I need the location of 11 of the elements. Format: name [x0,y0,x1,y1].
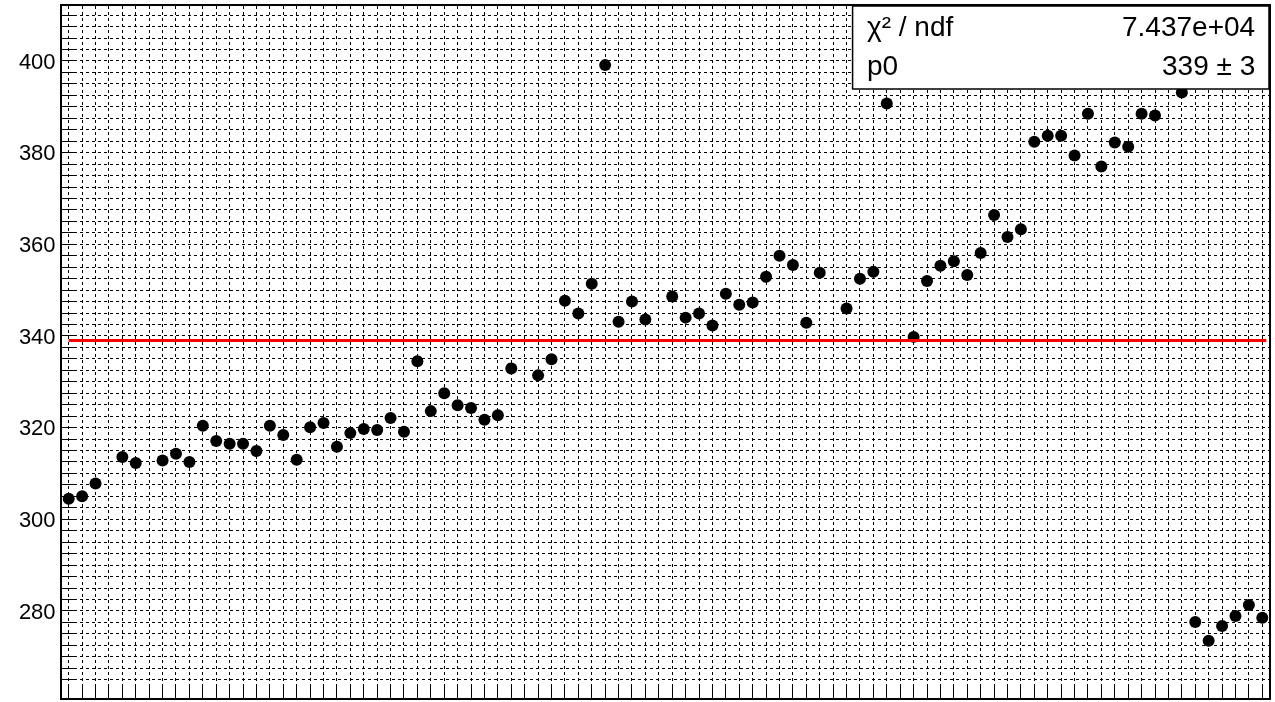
y-tick-label: 360 [18,232,56,257]
y-tick-label: 400 [18,48,56,74]
y-tick-label: 320 [18,415,56,441]
annotation: 7.437e+04 [1122,11,1256,42]
y-tick-label: 300 [18,506,56,532]
annotation: χ² / ndf [867,11,954,42]
annotation: 339 ± 3 [1162,50,1256,81]
annotation: p0 [867,50,899,81]
y-tick-label: 340 [18,323,56,349]
y-tick-label: 380 [18,140,56,166]
y-tick-label: 280 [18,598,56,624]
